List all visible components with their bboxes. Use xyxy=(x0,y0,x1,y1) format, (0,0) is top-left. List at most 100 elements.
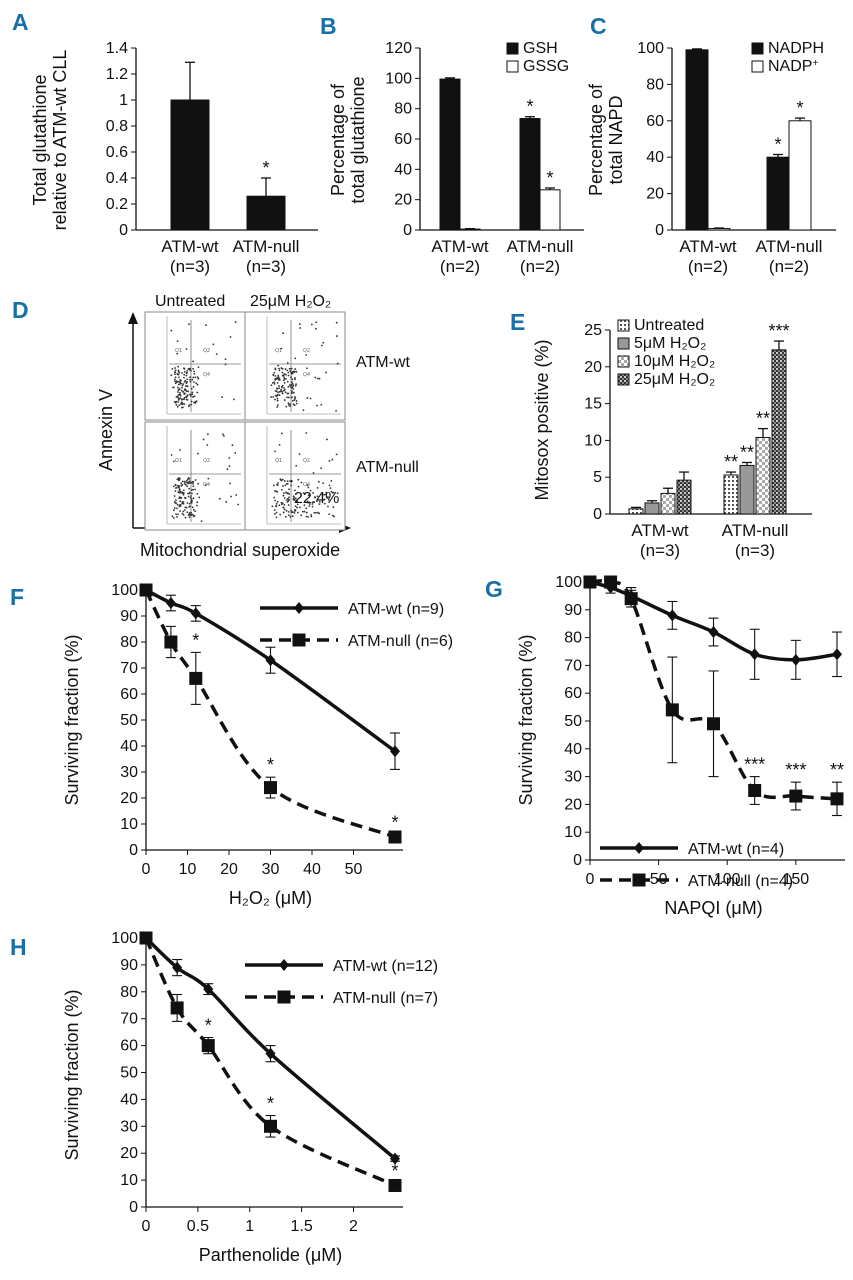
flow-event-dot xyxy=(183,396,186,399)
data-point-diamond xyxy=(708,626,719,639)
y-tick-label: 20 xyxy=(564,796,582,813)
flow-event-dot xyxy=(292,384,295,386)
flow-event-dot xyxy=(325,491,328,494)
flow-quadrant-label: Q1 xyxy=(275,458,282,464)
flow-event-dot xyxy=(193,370,195,373)
flow-event-dot xyxy=(178,376,180,379)
flow-event-dot xyxy=(293,508,296,511)
flow-event-dot xyxy=(276,500,279,503)
flow-event-dot xyxy=(172,386,174,389)
flow-event-dot xyxy=(185,372,188,375)
panel-label: C xyxy=(590,13,607,39)
significance-marker: * xyxy=(205,1016,212,1036)
flow-event-dot xyxy=(182,493,185,496)
y-tick-label: 100 xyxy=(111,930,138,947)
bar xyxy=(685,49,709,231)
flow-event-dot xyxy=(298,453,301,455)
flow-event-dot xyxy=(293,399,296,401)
flow-event-dot xyxy=(186,478,189,481)
y-tick-label: 60 xyxy=(120,1038,138,1055)
y-tick-label: 50 xyxy=(120,1065,138,1082)
flow-event-dot xyxy=(186,385,189,388)
flow-event-dot xyxy=(175,486,178,489)
flow-event-dot xyxy=(190,387,193,390)
flow-event-dot xyxy=(305,507,308,510)
series-line-null xyxy=(144,937,396,1188)
flow-event-dot xyxy=(182,367,185,370)
y-tick-label: 60 xyxy=(564,685,582,702)
flow-event-dot xyxy=(206,444,209,446)
flow-event-dot xyxy=(181,483,184,486)
y-tick-label: 30 xyxy=(120,1118,138,1135)
flow-event-dot xyxy=(182,500,185,503)
flow-event-dot xyxy=(176,391,179,393)
flow-event-dot xyxy=(283,382,286,384)
significance-marker: * xyxy=(796,98,803,118)
data-point-diamond xyxy=(749,648,760,661)
flow-event-dot xyxy=(189,380,192,383)
data-point-diamond xyxy=(832,648,842,661)
flow-event-dot xyxy=(276,393,279,396)
flow-event-dot xyxy=(291,392,294,395)
x-tick-label: 1.5 xyxy=(291,1218,313,1235)
legend-label: GSH xyxy=(523,40,558,57)
flow-col-header-untreated: Untreated xyxy=(155,293,225,310)
flow-event-dot xyxy=(278,504,281,507)
flow-event-dot xyxy=(328,513,331,516)
flow-event-dot xyxy=(287,385,290,388)
flow-event-dot xyxy=(283,497,286,499)
flow-event-dot xyxy=(194,479,197,481)
legend-label: ATM-null (n=7) xyxy=(333,990,438,1007)
x-tick-label: 30 xyxy=(262,861,280,878)
flow-event-dot xyxy=(179,500,182,503)
data-point-diamond xyxy=(265,1047,276,1060)
flow-event-dot xyxy=(177,393,180,396)
flow-event-dot xyxy=(328,484,331,487)
flow-event-dot xyxy=(278,394,281,396)
legend-swatch xyxy=(617,337,630,350)
flow-event-dot xyxy=(200,520,203,522)
flow-event-dot xyxy=(294,505,297,508)
flow-event-dot xyxy=(177,485,180,488)
flow-event-dot xyxy=(183,509,186,511)
flow-event-dot xyxy=(172,460,175,463)
flow-event-dot xyxy=(196,383,199,386)
legend-swatch xyxy=(617,373,630,386)
flow-event-dot xyxy=(174,382,177,385)
flow-event-dot xyxy=(228,465,231,467)
flow-event-dot xyxy=(181,386,183,389)
flow-event-dot xyxy=(327,505,329,508)
significance-marker: * xyxy=(774,134,781,154)
flow-event-dot xyxy=(186,380,189,383)
flow-event-dot xyxy=(294,397,297,400)
flow-event-dot xyxy=(234,321,237,324)
y-tick-label: 100 xyxy=(637,40,664,57)
flow-event-dot xyxy=(192,381,195,384)
category-label: ATM-wt xyxy=(161,237,219,256)
bar xyxy=(539,189,561,231)
flow-event-dot xyxy=(302,409,305,412)
flow-event-dot xyxy=(205,324,207,327)
flow-event-dot xyxy=(188,323,190,326)
flow-event-dot xyxy=(330,479,333,482)
panel-label: H xyxy=(10,934,27,960)
y-tick-label: 0 xyxy=(573,852,582,869)
y-tick-label: 80 xyxy=(564,630,582,647)
data-point-square xyxy=(748,784,762,797)
y-tick-label: 1.2 xyxy=(106,66,128,83)
flow-event-dot xyxy=(287,374,290,377)
significance-marker: * xyxy=(526,97,533,117)
flow-event-dot xyxy=(277,364,280,367)
flow-event-dot xyxy=(309,503,311,505)
flow-event-dot xyxy=(296,511,299,514)
flow-event-dot xyxy=(176,507,178,510)
flow-event-dot xyxy=(183,482,186,485)
legend-marker-square xyxy=(632,873,646,887)
flow-event-dot xyxy=(192,376,195,379)
category-sublabel: (n=3) xyxy=(246,257,286,276)
flow-event-dot xyxy=(192,515,195,518)
flow-event-dot xyxy=(310,515,313,518)
flow-event-dot xyxy=(323,493,325,496)
data-point-diamond xyxy=(190,607,201,620)
flow-event-dot xyxy=(178,491,180,494)
